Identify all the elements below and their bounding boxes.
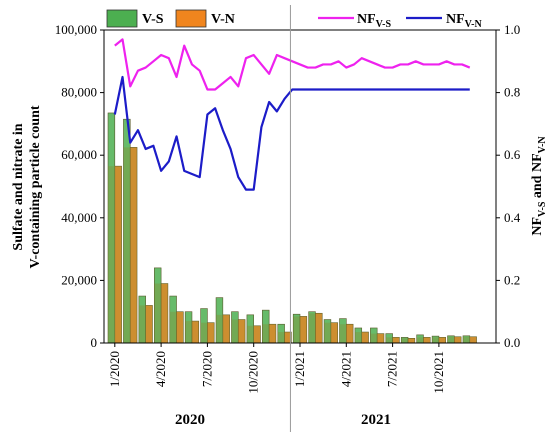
line-nf-v-s	[114, 38, 471, 91]
x-tick-label-6: 7/2021	[385, 351, 400, 387]
bar-overlap-7	[216, 314, 230, 343]
bar-overlap-14	[324, 322, 338, 343]
bar-overlap-16	[354, 332, 369, 343]
y-tick-label-left-3: 60,000	[61, 147, 97, 162]
axes-group	[100, 5, 500, 432]
x-tick-label-1: 4/2020	[153, 351, 168, 387]
bar-overlap-23	[462, 336, 477, 343]
y-tick-label-left-2: 40,000	[61, 210, 97, 225]
bar-overlap-5	[185, 321, 199, 343]
bar-overlap-17	[370, 333, 384, 343]
legend: V-S V-N NFV-S NFV-N	[106, 9, 482, 30]
x-tick-label-2: 7/2020	[199, 351, 214, 387]
bar-overlap-2	[138, 305, 153, 343]
bar-overlap-15	[339, 324, 354, 343]
legend-nf-v-n-sub: V-N	[465, 19, 483, 30]
bar-overlap-4	[169, 311, 184, 343]
bar-overlap-3	[154, 283, 168, 343]
y-tick-label-right-3: 0.6	[504, 147, 521, 162]
legend-nf-v-n-main: NF	[446, 12, 465, 27]
line-nf-v-n	[113, 75, 470, 191]
bar-overlap-0	[108, 166, 122, 343]
x-tick-label-0: 1/2020	[107, 351, 122, 387]
y2-title-sub1: V-S	[537, 201, 548, 217]
y2-title-nf1: NF	[530, 217, 545, 236]
x-tick-label-4: 1/2021	[292, 351, 307, 387]
bar-overlap-21	[432, 337, 446, 343]
y-tick-label-right-1: 0.2	[504, 272, 520, 287]
y-axis-title-line-1: V-containing particle count	[28, 105, 43, 268]
legend-label-nf-v-n: NFV-N	[446, 12, 482, 30]
bar-overlap-9	[246, 325, 261, 343]
y-tick-label-right-4: 0.8	[504, 85, 520, 100]
legend-label-v-s: V-S	[142, 12, 164, 27]
lines-group	[113, 38, 471, 191]
y-tick-label-left-5: 100,000	[55, 22, 97, 37]
x-tick-label-7: 10/2021	[431, 351, 446, 394]
bar-overlap-1	[123, 147, 138, 343]
bar-overlap-11	[277, 332, 292, 343]
bar-overlap-20	[416, 337, 431, 343]
year-label-2020: 2020	[175, 412, 205, 428]
bar-overlap-13	[308, 313, 323, 343]
bar-overlap-22	[447, 336, 462, 343]
x-tick-label-5: 4/2021	[338, 351, 353, 387]
bar-overlap-19	[401, 338, 415, 343]
y-axis-title-line-0: Sulfate and nitrate in	[11, 123, 26, 250]
year-label-2021: 2021	[361, 412, 391, 428]
bar-overlap-10	[262, 324, 276, 343]
bar-overlap-6	[200, 322, 215, 343]
x-tick-label-3: 10/2020	[246, 351, 261, 394]
bar-overlap-18	[385, 337, 400, 343]
y2-title-sub2: V-N	[537, 136, 548, 154]
legend-swatch-v-n	[175, 9, 207, 28]
legend-swatch-v-s	[106, 9, 138, 28]
legend-label-nf-v-s: NFV-S	[357, 12, 391, 30]
y2-title-mid: and NF	[530, 153, 545, 201]
y-axis-title-right: NFV-S and NFV-N	[530, 136, 548, 236]
legend-label-v-n: V-N	[211, 12, 235, 27]
y-tick-label-left-0: 0	[91, 335, 98, 350]
y-axis-title-left: Sulfate and nitrate in V-containing parti…	[11, 105, 43, 268]
y-tick-label-left-1: 20,000	[61, 272, 97, 287]
bars-group	[107, 112, 477, 344]
y-tick-label-right-5: 1.0	[504, 22, 520, 37]
bar-overlap-8	[231, 319, 246, 343]
legend-nf-v-s-main: NF	[357, 12, 376, 27]
y-tick-label-left-4: 80,000	[61, 85, 97, 100]
y-tick-label-right-2: 0.4	[504, 210, 521, 225]
labels-group: 0 20,000 40,000 60,000 80,000 100,000 0.0 0.2 0.…	[11, 22, 548, 428]
y-tick-label-right-0: 0.0	[504, 335, 520, 350]
legend-nf-v-s-sub: V-S	[376, 19, 392, 30]
bar-overlap-12	[293, 316, 307, 343]
